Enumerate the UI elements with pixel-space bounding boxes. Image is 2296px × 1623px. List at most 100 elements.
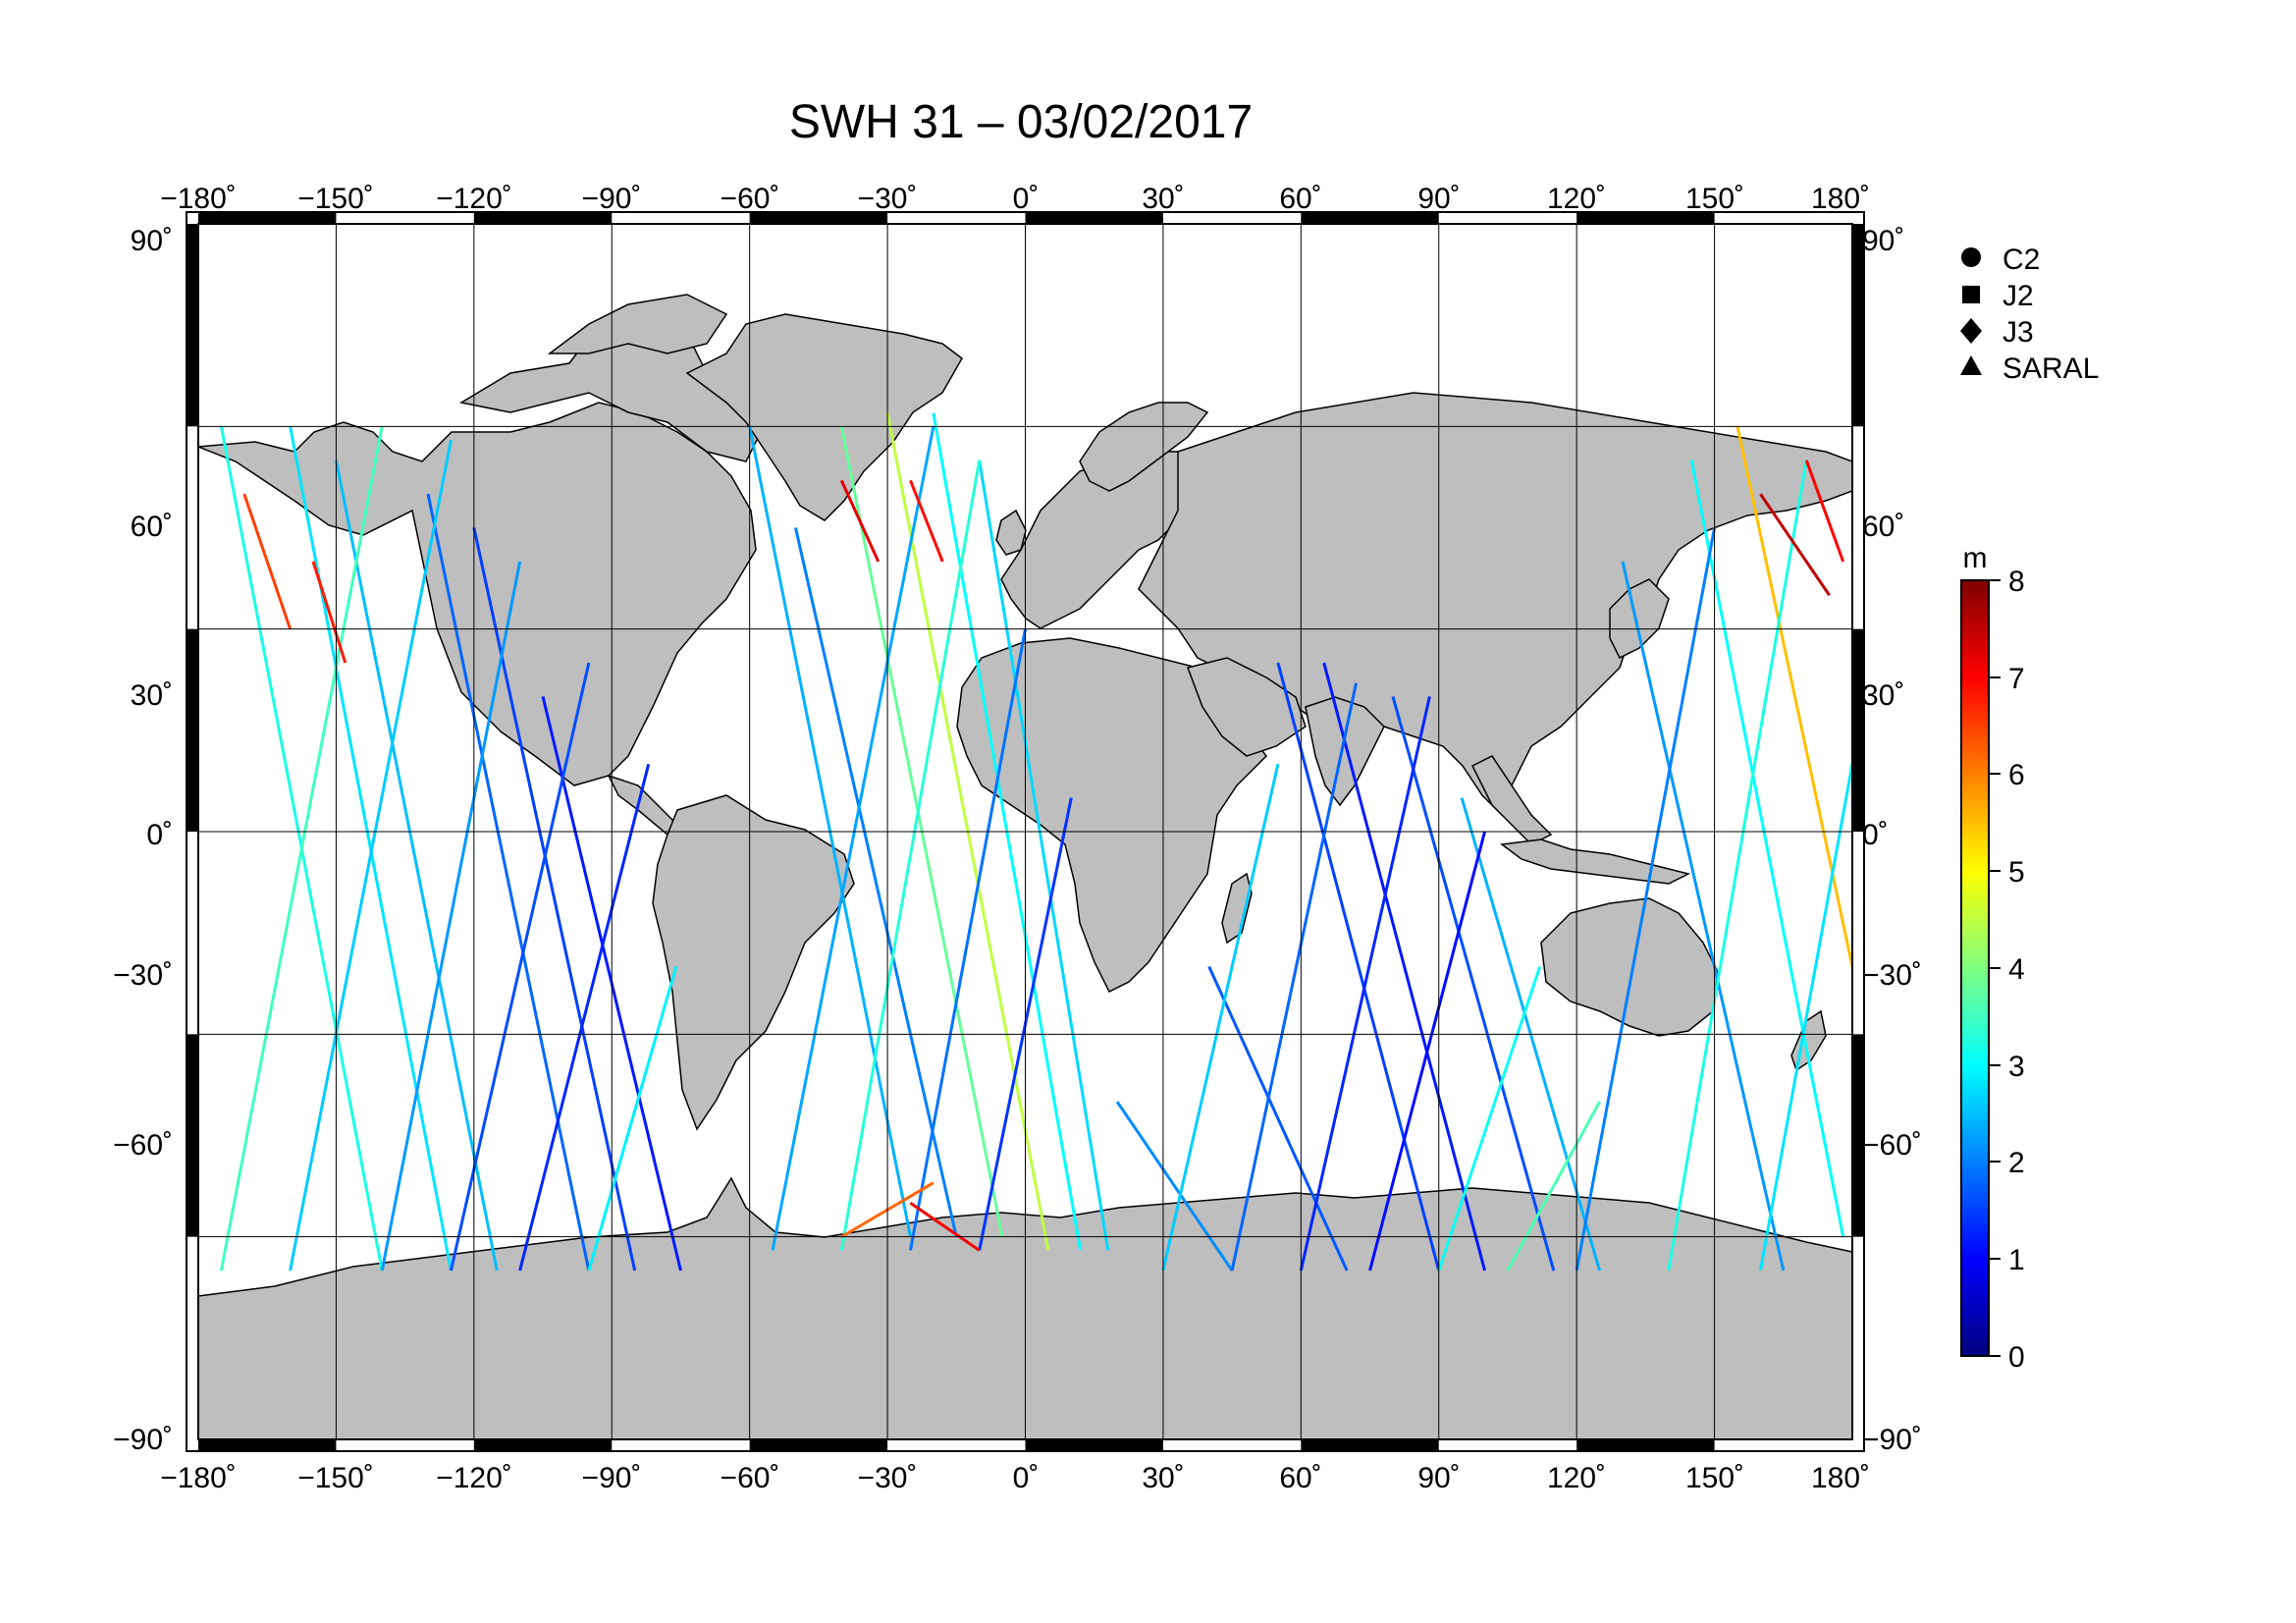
swh-track (978, 460, 1110, 1251)
swh-track (1161, 763, 1280, 1271)
y-tick-left: 90˚ (131, 225, 173, 257)
x-tick-top: −60˚ (721, 183, 780, 215)
x-tick-top: −180˚ (160, 183, 237, 215)
land-arabia (1187, 657, 1307, 757)
land-japan (1609, 578, 1670, 660)
frame-segment (473, 1439, 613, 1451)
y-tick-right: 90˚ (1862, 225, 1904, 257)
swh-track (1322, 662, 1487, 1271)
swh-track (1759, 493, 1831, 597)
swh-track (1689, 460, 1845, 1237)
land-arctic-islands (547, 294, 728, 354)
colorbar-tick: 0 (2008, 1341, 2025, 1374)
swh-track (311, 561, 347, 664)
frame-segment (1025, 1439, 1163, 1451)
frame-segment (187, 628, 198, 832)
y-tick-right: −60˚ (1862, 1129, 1922, 1162)
swh-track (426, 493, 591, 1271)
x-tick-bottom: 150˚ (1685, 1462, 1744, 1494)
land-southeast-asia (1470, 755, 1553, 845)
map-plot-area (197, 223, 1853, 1440)
colorbar-tick: 7 (2008, 663, 2025, 695)
frame-segment (1852, 1034, 1864, 1237)
swh-track (771, 426, 935, 1251)
swh-track (1391, 696, 1556, 1271)
x-axis-bottom: −180˚ −150˚ −120˚ −90˚ −60˚ −30˚ 0˚ 30˚ … (160, 1462, 1870, 1494)
swh-track (334, 460, 499, 1271)
swh-track (518, 763, 651, 1271)
x-tick-bottom: −30˚ (858, 1462, 918, 1494)
swh-track (587, 966, 678, 1271)
x-tick-top: 60˚ (1279, 183, 1321, 215)
y-tick-right: 60˚ (1862, 511, 1904, 543)
swh-track (794, 527, 958, 1237)
frame-segment (1301, 212, 1439, 224)
legend-label: J2 (2002, 280, 2034, 312)
swh-track (1758, 763, 1852, 1271)
y-tick-left: 30˚ (131, 679, 173, 712)
legend-label: C2 (2002, 243, 2040, 276)
frame-segment (198, 212, 337, 224)
swh-track (1368, 831, 1487, 1271)
x-tick-top: 0˚ (1013, 183, 1040, 215)
frame-segment (187, 224, 198, 427)
x-tick-bottom: 180˚ (1811, 1462, 1870, 1494)
frame-border (186, 211, 1865, 1452)
swh-track (1276, 662, 1441, 1271)
x-tick-top: −30˚ (858, 183, 918, 215)
land-india (1305, 696, 1385, 807)
y-axis-left: 90˚ 60˚ 30˚ 0˚ −30˚ −60˚ −90˚ (113, 225, 173, 1456)
colorbar-unit: m (1963, 542, 1988, 574)
x-tick-bottom: 90˚ (1417, 1462, 1460, 1494)
y-tick-left: 0˚ (146, 819, 173, 851)
swh-track (839, 460, 982, 1251)
x-tick-top: 120˚ (1547, 183, 1606, 215)
frame-segment (749, 212, 888, 224)
swh-track (242, 493, 293, 630)
swh-track (909, 479, 944, 563)
land-south-america (652, 794, 855, 1131)
frame-segment (1852, 628, 1864, 832)
y-tick-left: −60˚ (113, 1129, 173, 1162)
swh-track (909, 628, 1027, 1251)
land-north-america (198, 402, 757, 786)
swh-track (1230, 682, 1358, 1271)
y-tick-left: 60˚ (131, 511, 173, 543)
x-tick-bottom: 120˚ (1547, 1462, 1606, 1494)
frame-segment (1576, 212, 1715, 224)
legend-marker-circle (1961, 247, 1981, 267)
legend-marker-diamond (1960, 318, 1982, 344)
land-africa (956, 637, 1267, 994)
land-madagascar (1221, 872, 1253, 945)
x-tick-bottom: −120˚ (436, 1462, 512, 1494)
colorbar-tick: 6 (2008, 759, 2025, 791)
y-tick-right: 0˚ (1862, 819, 1889, 851)
swh-track (1506, 1101, 1601, 1271)
x-tick-top: −90˚ (582, 183, 642, 215)
x-tick-bottom: 0˚ (1013, 1462, 1040, 1494)
y-tick-right: −90˚ (1862, 1424, 1922, 1456)
x-tick-bottom: −180˚ (160, 1462, 237, 1494)
legend-marker-triangle (1960, 355, 1982, 375)
frame-segment (473, 212, 613, 224)
frame-segment (1301, 1439, 1439, 1451)
x-axis-top: −180˚ −150˚ −120˚ −90˚ −60˚ −30˚ 0˚ 30˚ … (160, 183, 1870, 215)
colorbar-tick: 1 (2008, 1244, 2025, 1276)
swh-track (1621, 561, 1786, 1271)
y-axis-right: 90˚ 60˚ 30˚ 0˚ −30˚ −60˚ −90˚ (1862, 225, 1922, 1456)
swh-track (1207, 965, 1349, 1271)
frame-segment (1852, 224, 1864, 427)
swh-track (219, 426, 384, 1271)
colorbar-tick: 4 (2008, 953, 2025, 986)
x-tick-bottom: −90˚ (582, 1462, 642, 1494)
colorbar-tick: 8 (2008, 566, 2025, 598)
x-tick-top: −150˚ (297, 183, 374, 215)
x-tick-top: 180˚ (1811, 183, 1870, 215)
legend: C2 J2 J3 SARAL (1960, 243, 2099, 385)
swh-track (909, 1202, 981, 1252)
x-tick-bottom: 60˚ (1279, 1462, 1321, 1494)
colorbar: m 8 7 6 5 4 3 2 1 0 (1960, 542, 2025, 1374)
x-tick-top: 30˚ (1142, 183, 1184, 215)
swh-track (839, 479, 881, 563)
